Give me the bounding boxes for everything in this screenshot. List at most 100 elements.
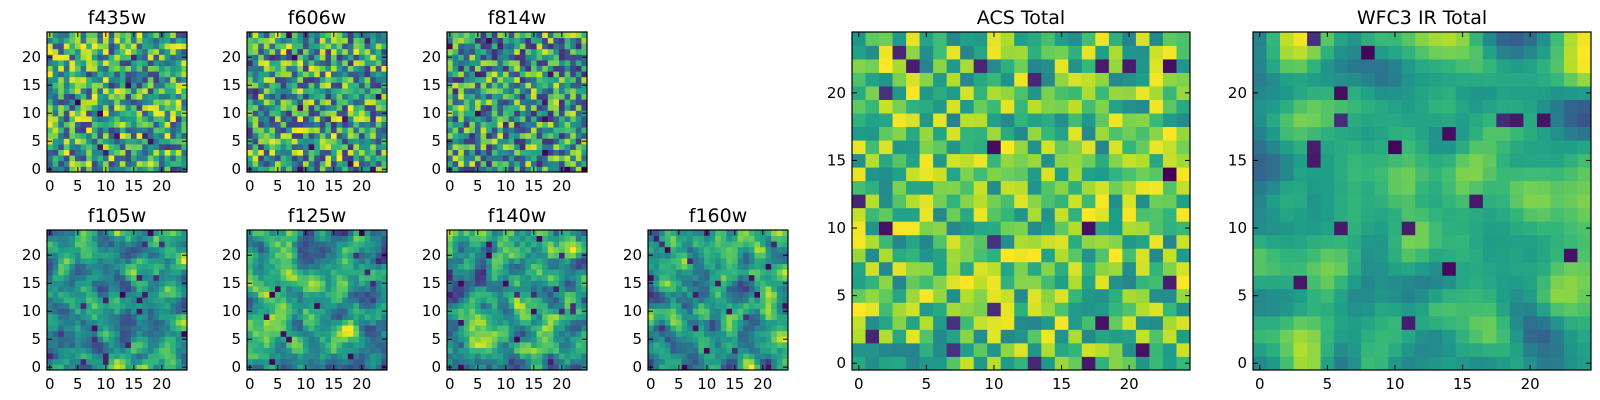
heatmap-cell [726,358,733,365]
heatmap-cell [1000,356,1015,371]
heatmap-cell [69,302,76,309]
heatmap-cell [75,65,81,72]
heatmap-cell [776,258,783,264]
heatmap-cell [570,32,577,38]
heatmap-cell [475,297,481,304]
heatmap-cell [131,149,137,156]
heatmap-cell [692,308,699,315]
heatmap-cell [69,88,76,94]
heatmap-cell [531,149,537,156]
heatmap-cell [263,263,270,270]
heatmap-cell [142,65,149,72]
heatmap-cell [458,121,465,128]
heatmap-cell [291,48,298,55]
heatmap-cell [347,144,354,150]
heatmap-cell [475,99,481,106]
heatmap-cell [732,330,738,337]
heatmap-cell [946,167,961,182]
heatmap-cell [142,297,149,304]
heatmap-cell [732,314,738,320]
heatmap-cell [336,144,343,150]
heatmap-cell [508,144,515,150]
heatmap-cell [542,82,549,89]
heatmap-cell [698,330,705,337]
heatmap-cell [381,314,388,320]
heatmap-cell [375,286,382,292]
heatmap-cell [469,65,476,72]
heatmap-cell [181,132,188,139]
heatmap-cell [269,82,276,89]
heatmap-cell [754,258,761,264]
heatmap-cell [514,274,521,281]
heatmap-cell [286,364,293,371]
heatmap-cell [497,274,504,281]
heatmap-cell [525,364,532,371]
heatmap-cell [475,43,481,50]
heatmap-cell [342,269,349,276]
heatmap-cell [336,121,343,128]
heatmap-cell [69,274,76,281]
heatmap-cell [80,71,87,78]
heatmap-cell [447,347,453,354]
heatmap-cell [314,302,321,309]
heatmap-cell [275,60,281,66]
heatmap-cell [692,330,699,337]
heatmap-cell [342,353,349,360]
heatmap-cell [353,88,360,94]
heatmap-cell [659,342,666,348]
heatmap-cell [581,230,588,236]
heatmap-cell [564,347,571,354]
heatmap-cell [508,99,515,106]
heatmap-cell [732,347,738,354]
heatmap-cell [960,248,975,263]
heatmap-cell [142,353,149,360]
heatmap-cell [69,132,76,139]
heatmap-cell [297,358,304,365]
heatmap-cell [519,353,526,360]
heatmap-cell [91,291,98,298]
heatmap-cell [291,258,298,264]
heatmap-cell [263,314,270,320]
heatmap-cell [314,71,321,78]
heatmap-cell [475,258,481,264]
heatmap-cell [291,358,298,365]
heatmap-cell [559,88,565,94]
heatmap-cell [303,291,309,298]
heatmap-cell [170,274,177,281]
heatmap-cell [159,121,165,128]
heatmap-cell [375,93,382,100]
heatmap-cell [258,99,265,106]
heatmap-cell [75,308,81,315]
heatmap-cell [531,297,537,304]
heatmap-cell [1081,221,1096,236]
heatmap-cell [175,342,182,348]
heatmap-cell [131,302,137,309]
heatmap-cell [475,132,481,139]
heatmap-cell [142,280,149,287]
heatmap-cell [297,319,304,326]
heatmap-cell [570,297,577,304]
heatmap-cell [69,230,76,236]
heatmap-cell [486,330,493,337]
heatmap-cell [375,88,382,94]
heatmap-cell [559,308,565,315]
heatmap-cell [1054,356,1069,371]
heatmap-cell [136,297,143,304]
heatmap-cell [170,364,177,371]
heatmap-cell [771,246,778,253]
heatmap-cell [364,319,371,326]
heatmap-cell [1149,248,1164,263]
x-tick-label: 10 [296,375,315,393]
heatmap-cell [303,43,309,50]
heatmap-cell [331,71,337,78]
heatmap-cell [325,241,332,248]
heatmap-cell [743,364,750,371]
heatmap-cell [564,302,571,309]
heatmap-cell [119,32,126,38]
heatmap-cell [275,104,281,111]
heatmap-cell [508,319,515,326]
heatmap-cell [342,280,349,287]
heatmap-cell [553,99,560,106]
heatmap-cell [519,308,526,315]
heatmap-cell [364,274,371,281]
